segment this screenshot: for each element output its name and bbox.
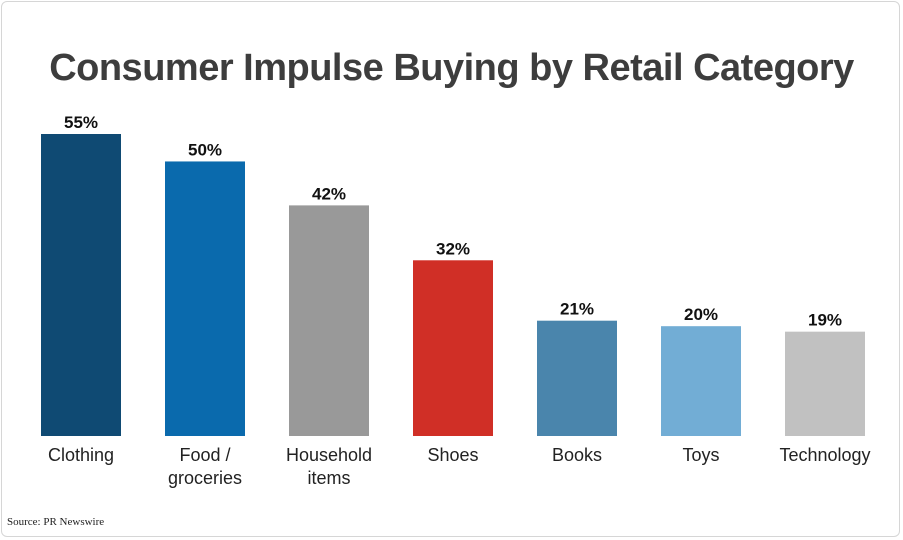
bar <box>537 320 617 436</box>
data-label: 21% <box>560 300 594 319</box>
category-label-line: Food / <box>179 445 230 465</box>
category-label-line: Technology <box>779 445 870 465</box>
bar <box>785 331 865 436</box>
category-label: Toys <box>682 445 719 465</box>
source-note: Source: PR Newswire <box>7 516 105 528</box>
category-label: Shoes <box>427 445 478 465</box>
bar <box>413 260 493 436</box>
category-label-line: groceries <box>168 468 242 488</box>
data-label: 19% <box>808 311 842 330</box>
category-label: Clothing <box>48 445 114 465</box>
bar <box>41 134 121 436</box>
bar <box>661 326 741 436</box>
category-label-line: Books <box>552 445 602 465</box>
data-label: 55% <box>64 113 98 132</box>
category-label: Food / groceries <box>168 445 242 488</box>
category-label-line: items <box>307 468 350 488</box>
data-label: 20% <box>684 305 718 324</box>
data-label: 42% <box>312 184 346 203</box>
chart-title: Consumer Impulse Buying by Retail Catego… <box>49 47 854 89</box>
category-label-line: Clothing <box>48 445 114 465</box>
category-label: Books <box>552 445 602 465</box>
data-label: 50% <box>188 140 222 159</box>
data-label: 32% <box>436 239 470 258</box>
category-label: Technology <box>779 445 870 465</box>
category-label-line: Household <box>286 445 372 465</box>
bar <box>289 205 369 436</box>
category-label-line: Toys <box>682 445 719 465</box>
category-label: Household items <box>286 445 372 488</box>
category-label-line: Shoes <box>427 445 478 465</box>
bar <box>165 161 245 437</box>
